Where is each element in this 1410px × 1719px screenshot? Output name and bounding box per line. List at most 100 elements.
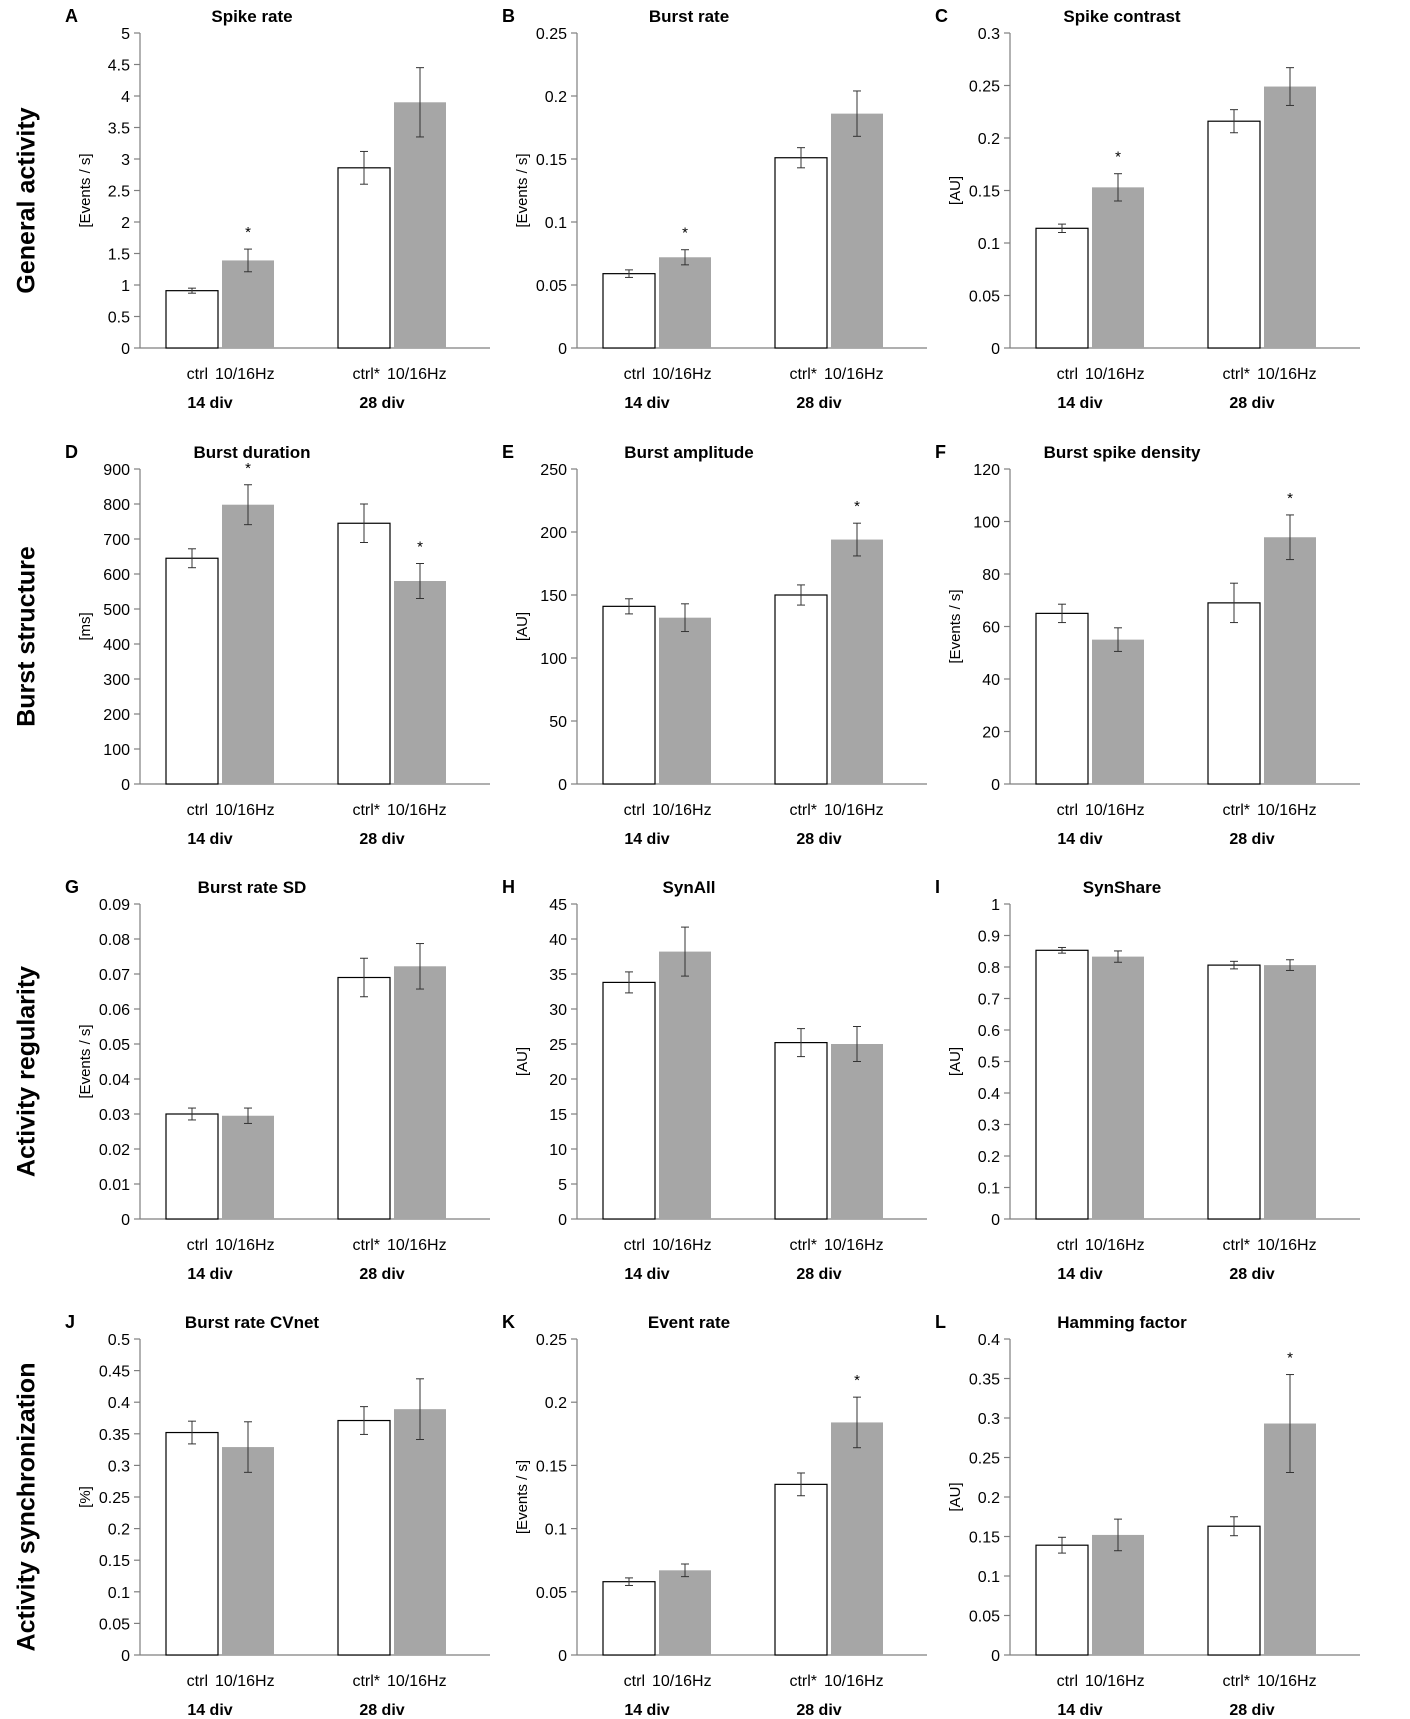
bar-ctrl-1 (1207, 1525, 1261, 1656)
panel-letter: E (502, 442, 514, 462)
category-label: 10/16Hz (1257, 1237, 1317, 1254)
y-tick-label: 0.05 (99, 1037, 130, 1054)
y-tick-label: 0.2 (978, 1490, 1000, 1507)
y-tick-label: 0 (558, 777, 567, 794)
y-tick-label: 0 (121, 1648, 130, 1665)
panel-title: Burst amplitude (624, 443, 753, 462)
y-tick-label: 100 (973, 515, 1000, 532)
y-tick-label: 60 (982, 620, 1000, 637)
bar-1016hz-0 (1092, 187, 1144, 348)
y-tick-label: 0.5 (108, 310, 130, 327)
y-tick-label: 0.05 (536, 1585, 567, 1602)
bar-1016hz-1 (831, 539, 883, 784)
bar-1016hz-1 (394, 102, 446, 348)
y-tick-label: 0.2 (978, 1149, 1000, 1166)
panel-a: A Spike rate 0 0.5 1 1.5 2 2.5 3 3.5 4 4.5 5 [Events … (65, 6, 490, 412)
bar-ctrl-1 (774, 1483, 828, 1656)
y-tick-label: 700 (103, 532, 130, 549)
row-label: General activity (13, 107, 41, 293)
category-label: 10/16Hz (387, 1237, 447, 1254)
bar-ctrl-1 (774, 1041, 828, 1220)
category-label: 10/16Hz (1257, 1673, 1317, 1690)
y-tick-label: 5 (558, 1177, 567, 1194)
y-tick-label: 0.7 (978, 992, 1000, 1009)
y-axis-label: [Events / s] (77, 153, 94, 227)
y-axis-label: [Events / s] (514, 153, 531, 227)
y-tick-label: 4.5 (108, 58, 130, 75)
category-label: 10/16Hz (824, 366, 884, 383)
group-label: 28 div (1229, 395, 1274, 412)
y-tick-label: 35 (549, 967, 567, 984)
bar-1016hz-1 (394, 581, 446, 784)
bar-ctrl-1 (337, 522, 391, 785)
group-label: 28 div (359, 395, 404, 412)
bar-ctrl-0 (1035, 227, 1089, 349)
y-tick-label: 4 (121, 89, 130, 106)
panel-f: F Burst spike density 0 20 40 60 80 100 120 [Even… (935, 442, 1360, 848)
y-axis-label: [Events / s] (947, 589, 964, 663)
panel-letter: I (935, 877, 940, 897)
bar-ctrl-1 (337, 976, 391, 1220)
row-label: Burst structure (13, 546, 41, 727)
y-tick-label: 5 (121, 26, 130, 43)
y-tick-label: 0.3 (978, 1118, 1000, 1135)
bar-ctrl-0 (165, 1431, 219, 1656)
category-label: ctrl* (1222, 802, 1250, 819)
category-label: 10/16Hz (1085, 802, 1145, 819)
y-tick-label: 20 (982, 725, 1000, 742)
y-axis-label: [ms] (77, 612, 94, 640)
y-tick-label: 30 (549, 1002, 567, 1019)
bar-1016hz-0 (1092, 639, 1144, 784)
bar-1016hz-0 (222, 1447, 274, 1655)
y-tick-label: 0.35 (969, 1372, 1000, 1389)
y-axis-label: [Events / s] (514, 1460, 531, 1534)
bar-1016hz-0 (222, 260, 274, 348)
category-label: 10/16Hz (215, 1237, 275, 1254)
bar-ctrl-0 (602, 273, 656, 349)
panel-title: Hamming factor (1057, 1313, 1187, 1332)
category-label: ctrl (624, 1673, 645, 1690)
panel-letter: K (502, 1312, 515, 1332)
y-tick-label: 1.5 (108, 247, 130, 264)
y-tick-label: 0.4 (978, 1086, 1000, 1103)
category-label: 10/16Hz (824, 802, 884, 819)
y-tick-label: 0.2 (545, 1395, 567, 1412)
category-label: 10/16Hz (387, 1673, 447, 1690)
y-tick-label: 2.5 (108, 184, 130, 201)
y-tick-label: 1 (991, 897, 1000, 914)
y-tick-label: 0 (991, 777, 1000, 794)
y-tick-label: 40 (549, 932, 567, 949)
y-tick-label: 0.05 (969, 1609, 1000, 1626)
y-tick-label: 0 (558, 1212, 567, 1229)
category-label: 10/16Hz (652, 802, 712, 819)
row-label: Activity synchronization (13, 1363, 41, 1652)
category-label: ctrl (1057, 802, 1078, 819)
y-tick-label: 0 (121, 1212, 130, 1229)
y-tick-label: 0.3 (978, 26, 1000, 43)
panel-letter: A (65, 6, 78, 26)
panel-title: Burst rate CVnet (185, 1313, 319, 1332)
significance-star: * (1115, 149, 1121, 166)
bar-ctrl-1 (1207, 602, 1261, 785)
y-tick-label: 0.04 (99, 1072, 130, 1089)
y-axis-label: [AU] (947, 176, 964, 205)
significance-star: * (245, 460, 251, 477)
category-label: ctrl (624, 802, 645, 819)
category-label: 10/16Hz (652, 1673, 712, 1690)
group-label: 14 div (187, 831, 232, 848)
panel-letter: C (935, 6, 948, 26)
panel-letter: B (502, 6, 515, 26)
category-label: ctrl (1057, 1673, 1078, 1690)
y-tick-label: 200 (103, 707, 130, 724)
y-tick-label: 0.25 (99, 1490, 130, 1507)
y-tick-label: 2 (121, 215, 130, 232)
y-tick-label: 0.5 (108, 1332, 130, 1349)
y-tick-label: 0.1 (978, 236, 1000, 253)
bar-1016hz-1 (831, 113, 883, 348)
category-label: 10/16Hz (1257, 802, 1317, 819)
y-tick-label: 0.6 (978, 1023, 1000, 1040)
y-tick-label: 0.05 (969, 289, 1000, 306)
y-tick-label: 0.2 (545, 89, 567, 106)
y-tick-label: 0 (991, 341, 1000, 358)
panel-i: I SynShare 0 0.1 0.2 0.3 0.4 0.5 0.6 0.7 0.8 0.9 1 [A… (935, 877, 1360, 1283)
